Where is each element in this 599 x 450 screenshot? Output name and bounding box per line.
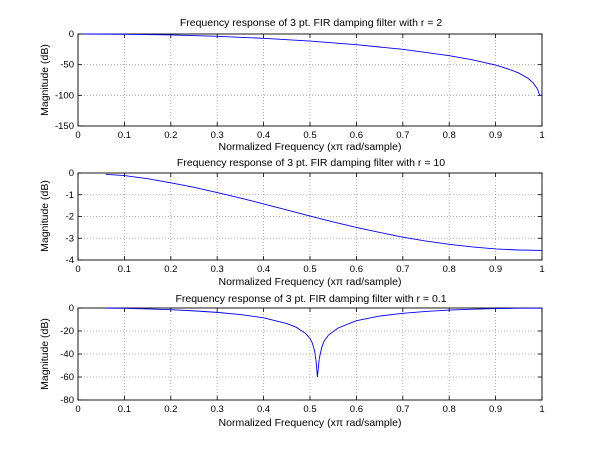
subplot-r0-1: Frequency response of 3 pt. FIR damping …	[39, 293, 545, 429]
subplot-r0-1-yticks: -80 -60 -40 -20 0	[60, 303, 542, 406]
subplot-r0-1-xtick-label: 0.4	[257, 404, 270, 415]
subplot-r2-title: Frequency response of 3 pt. FIR damping …	[180, 17, 442, 29]
subplot-r0-1-ytick-label: -40	[60, 349, 74, 360]
subplot-r0-1-xlabel: Normalized Frequency (xπ rad/sample)	[219, 417, 402, 429]
subplot-r0-1-ytick-label: 0	[69, 303, 74, 314]
subplot-r2-xtick-label: 1	[539, 130, 544, 141]
subplot-r10-xtick-label: 0.7	[396, 264, 409, 275]
subplot-r0-1-xticks: 0 0.1 0.2 0.3 0.4 0.5 0.6 0.7 0.8 0.9 1	[75, 308, 545, 415]
subplot-r10-yticks: -4 -3 -2 -1 0	[66, 168, 542, 266]
subplot-r2-yticks: -150 -100 -50 0	[55, 29, 542, 132]
subplot-r10-ytick-label: -1	[66, 190, 74, 201]
subplot-r10-xtick-label: 0	[75, 264, 80, 275]
subplot-r10-response-line	[105, 173, 543, 251]
subplot-r10-xtick-label: 0.6	[350, 264, 363, 275]
subplot-r2-ytick-label: -150	[55, 121, 74, 132]
subplot-r2-response-line	[82, 33, 542, 96]
subplot-r0-1-xtick-label: 1	[539, 404, 544, 415]
subplot-r2-xtick-label: 0.6	[350, 130, 363, 141]
subplot-r2-ytick-label: -50	[60, 60, 74, 71]
subplot-r10-ytick-label: -3	[66, 233, 74, 244]
subplot-r10-ytick-label: -2	[66, 212, 74, 223]
subplot-r2-xtick-label: 0.8	[443, 130, 456, 141]
subplot-r10-ylabel: Magnitude (dB)	[39, 180, 51, 252]
subplot-r10-xlabel: Normalized Frequency (xπ rad/sample)	[219, 276, 402, 288]
subplot-r0-1-xtick-label: 0.8	[443, 404, 456, 415]
subplot-r2-xtick-label: 0.4	[257, 130, 270, 141]
subplot-r0-1-xtick-label: 0.5	[303, 404, 316, 415]
subplot-r0-1-ytick-label: -60	[60, 372, 74, 383]
subplot-r0-1-ytick-label: -20	[60, 326, 74, 337]
subplot-r2-xtick-label: 0.7	[396, 130, 409, 141]
subplot-r2-ytick-label: 0	[69, 29, 74, 40]
subplot-r10-title: Frequency response of 3 pt. FIR damping …	[177, 157, 445, 169]
subplot-r0-1-xtick-label: 0.1	[118, 404, 131, 415]
subplot-r10: Frequency response of 3 pt. FIR damping …	[39, 157, 545, 288]
subplot-r10-xtick-label: 1	[539, 264, 544, 275]
subplot-r10-xtick-label: 0.1	[118, 264, 131, 275]
subplot-r10-xtick-label: 0.9	[489, 264, 502, 275]
subplot-r10-xtick-label: 0.5	[303, 264, 316, 275]
subplot-r2-xticks: 0 0.1 0.2 0.3 0.4 0.5 0.6 0.7 0.8 0.9 1	[75, 34, 545, 141]
subplot-r10-ytick-label: 0	[69, 168, 74, 179]
subplot-r10-xtick-label: 0.4	[257, 264, 270, 275]
subplot-r0-1-ylabel: Magnitude (dB)	[39, 318, 51, 390]
subplot-r0-1-xtick-label: 0.3	[211, 404, 224, 415]
subplot-r0-1-title: Frequency response of 3 pt. FIR damping …	[175, 293, 446, 305]
subplot-r10-xtick-label: 0.3	[211, 264, 224, 275]
subplot-r0-1-xtick-label: 0.2	[164, 404, 177, 415]
subplot-r2-xtick-label: 0.3	[211, 130, 224, 141]
subplot-r2-ytick-label: -100	[55, 90, 74, 101]
subplot-r10-xtick-label: 0.8	[443, 264, 456, 275]
subplot-r2-xtick-label: 0	[75, 130, 80, 141]
subplot-r10-xtick-label: 0.2	[164, 264, 177, 275]
subplot-r2-ylabel: Magnitude (dB)	[39, 44, 51, 116]
subplot-r0-1-xtick-label: 0.9	[489, 404, 502, 415]
subplot-r0-1-xtick-label: 0	[75, 404, 80, 415]
subplot-r0-1-grid	[78, 308, 542, 400]
subplot-r2: Frequency response of 3 pt. FIR damping …	[39, 17, 545, 153]
subplot-r0-1-response-line	[105, 307, 543, 378]
subplot-r10-xticks: 0 0.1 0.2 0.3 0.4 0.5 0.6 0.7 0.8 0.9 1	[75, 173, 545, 275]
subplot-r0-1-xtick-label: 0.6	[350, 404, 363, 415]
subplot-r2-xtick-label: 0.1	[118, 130, 131, 141]
subplot-r2-xlabel: Normalized Frequency (xπ rad/sample)	[219, 141, 402, 153]
subplot-r10-ytick-label: -4	[66, 255, 74, 266]
subplot-r0-1-xtick-label: 0.7	[396, 404, 409, 415]
subplot-r2-xtick-label: 0.5	[303, 130, 316, 141]
subplot-r2-xtick-label: 0.2	[164, 130, 177, 141]
subplot-r0-1-ytick-label: -80	[60, 395, 74, 406]
subplot-r2-xtick-label: 0.9	[489, 130, 502, 141]
